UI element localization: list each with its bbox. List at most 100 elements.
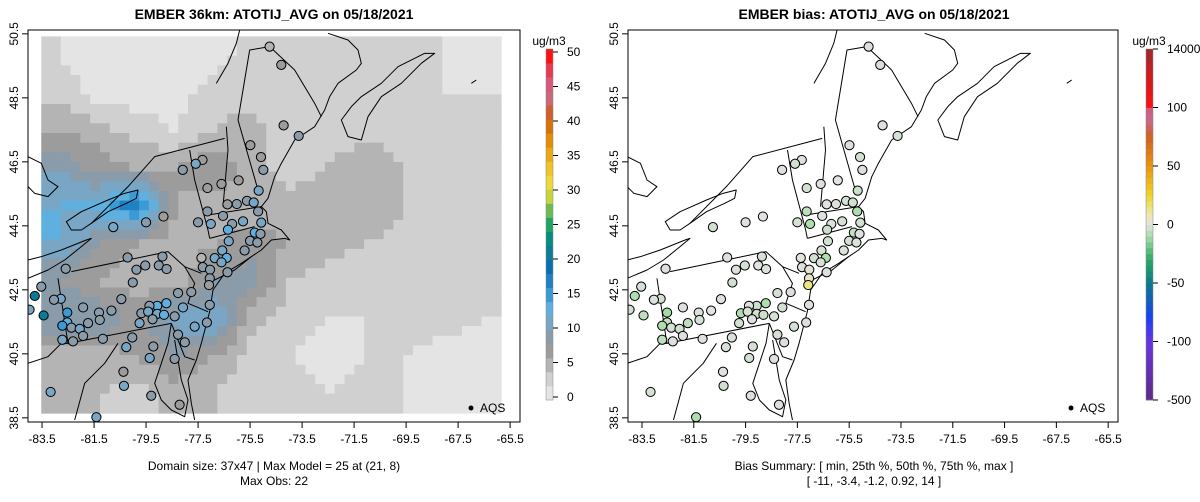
grid-cell — [139, 287, 150, 298]
obs-station-point — [222, 267, 233, 278]
grid-cell — [99, 248, 111, 260]
grid-cell — [70, 287, 81, 298]
grid-cell — [227, 403, 238, 414]
grid-cell — [422, 65, 434, 76]
grid-cell — [266, 297, 277, 308]
grid-cell — [442, 152, 453, 163]
grid-cell — [432, 46, 443, 57]
grid-cell — [148, 326, 160, 337]
grid-cell — [412, 316, 424, 327]
grid-cell — [403, 403, 414, 414]
grid-cell — [187, 210, 199, 221]
grid-cell — [227, 355, 238, 366]
grid-cell — [461, 36, 473, 47]
grid-cell — [70, 36, 81, 47]
grid-cell — [207, 403, 218, 414]
grid-cell — [90, 258, 101, 269]
grid-cell — [403, 152, 414, 163]
colorbar-swatch — [1146, 242, 1153, 249]
grid-cell — [139, 161, 150, 173]
grid-cell — [471, 75, 483, 86]
grid-cell — [217, 75, 228, 86]
grid-cell — [236, 297, 248, 308]
grid-cell — [217, 104, 228, 115]
grid-cell — [90, 219, 101, 231]
grid-cell — [178, 113, 189, 124]
grid-cell — [90, 55, 101, 66]
grid-cell — [256, 248, 267, 260]
y-tick-label: 46.5 — [7, 150, 21, 174]
grid-cell — [246, 104, 258, 115]
grid-cell — [236, 113, 248, 124]
colorbar-swatch — [546, 77, 553, 92]
grid-cell — [334, 84, 346, 95]
grid-cell — [148, 171, 160, 182]
grid-cell — [236, 374, 248, 385]
grid-cell — [354, 84, 365, 95]
grid-cell — [315, 190, 326, 202]
grid-cell — [148, 104, 160, 115]
grid-cell — [393, 75, 404, 86]
grid-cell — [109, 403, 121, 414]
obs-station-point — [217, 245, 228, 256]
grid-cell — [383, 326, 395, 337]
grid-cell — [158, 55, 170, 66]
grid-cell — [344, 297, 355, 308]
grid-cell — [305, 355, 316, 366]
colorbar-swatch — [1146, 271, 1153, 278]
grid-cell — [217, 364, 228, 376]
grid-cell — [393, 210, 404, 221]
grid-cell — [481, 229, 492, 240]
grid-cell — [315, 258, 326, 269]
grid-cell — [305, 94, 316, 105]
grid-cell — [60, 94, 72, 105]
grid-cell — [452, 393, 463, 404]
grid-cell — [60, 210, 72, 221]
bias-station-point — [768, 353, 780, 365]
grid-cell — [442, 181, 453, 192]
grid-cell — [403, 181, 414, 192]
grid-cell — [471, 94, 483, 105]
grid-cell — [207, 345, 218, 356]
colorbar-swatch — [1146, 341, 1153, 348]
footer-line-1: Domain size: 37x47 | Max Model = 25 at (… — [148, 459, 400, 473]
grid-cell — [432, 94, 443, 105]
grid-cell — [148, 181, 160, 192]
grid-cell — [246, 132, 258, 144]
grid-cell — [432, 316, 443, 327]
grid-cell — [373, 403, 385, 414]
grid-cell — [442, 36, 453, 47]
grid-cell — [452, 297, 463, 308]
grid-cell — [187, 306, 199, 318]
bias-station-point — [744, 352, 755, 364]
grid-cell — [119, 123, 130, 134]
grid-cell — [129, 326, 140, 337]
grid-cell — [334, 287, 346, 298]
grid-cell — [236, 287, 248, 298]
obs-station-point — [255, 228, 266, 239]
grid-cell — [442, 277, 453, 289]
grid-cell — [60, 374, 72, 385]
obs-station-point — [253, 185, 264, 196]
colorbar-swatch — [1146, 283, 1153, 290]
grid-cell — [383, 46, 395, 57]
grid-cell — [432, 190, 443, 202]
grid-cell — [344, 345, 355, 356]
bias-station-point — [785, 286, 796, 298]
grid-cell — [442, 161, 453, 173]
y-tick-label: 46.5 — [607, 150, 621, 174]
grid-cell — [393, 277, 404, 289]
grid-cell — [432, 248, 443, 260]
grid-cell — [412, 46, 424, 57]
grid-cell — [344, 210, 355, 221]
grid-cell — [285, 46, 297, 57]
grid-cell — [491, 94, 502, 105]
bias-station-point — [801, 317, 812, 328]
grid-cell — [305, 36, 316, 47]
grid-cell — [158, 287, 170, 298]
grid-cell — [461, 306, 473, 318]
grid-cell — [51, 161, 62, 173]
grid-cell — [129, 190, 140, 202]
grid-cell — [99, 355, 111, 366]
grid-cell — [80, 65, 91, 76]
